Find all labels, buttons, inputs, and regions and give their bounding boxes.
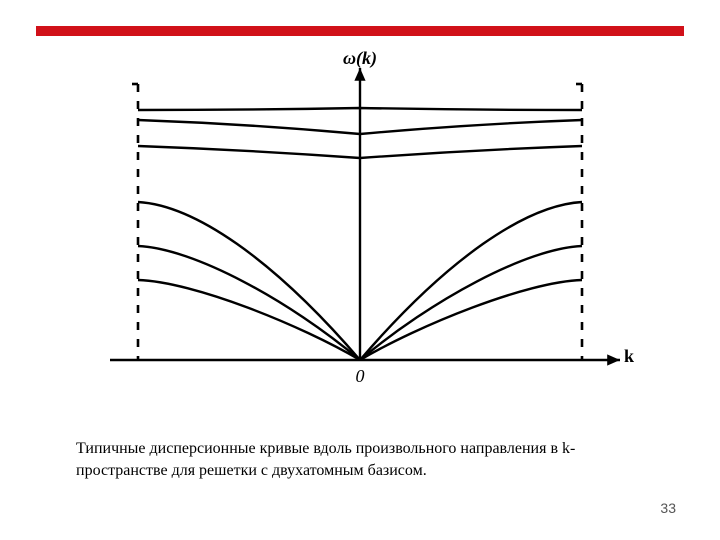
- x-axis-label: k: [624, 346, 634, 367]
- page-number: 33: [660, 500, 676, 516]
- y-axis-label: ω(k): [330, 48, 390, 69]
- origin-label: 0: [348, 366, 372, 387]
- plot-svg: [80, 54, 640, 384]
- caption-text: Типичные дисперсионные кривые вдоль прои…: [76, 438, 644, 481]
- accent-bar: [36, 26, 684, 36]
- dispersion-plot: ω(k) k 0: [80, 54, 640, 384]
